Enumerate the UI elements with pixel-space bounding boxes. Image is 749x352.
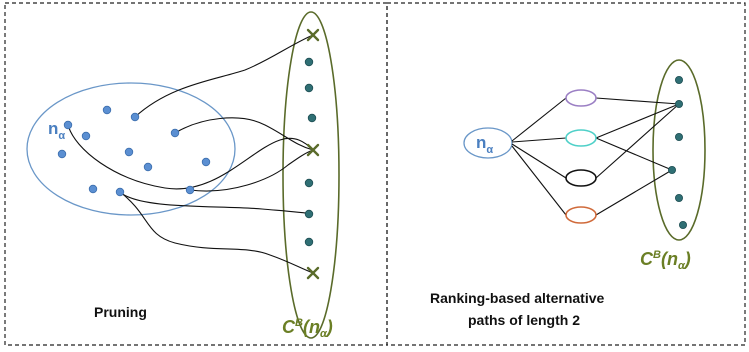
candidate-node	[668, 165, 677, 174]
right-panel-caption-line2: paths of length 2	[468, 312, 580, 328]
source-node	[115, 187, 125, 197]
pruning-link	[189, 149, 314, 192]
pruning-link	[174, 117, 314, 151]
source-node	[57, 149, 67, 159]
source-node	[88, 184, 98, 194]
left-panel-caption: Pruning	[94, 304, 147, 320]
path-link	[595, 169, 673, 216]
candidate-node	[675, 193, 684, 202]
left-panel: nα CB(nα) Pruning	[26, 11, 340, 340]
intermediate-node-purple	[565, 89, 597, 107]
pruned-cross-icon	[306, 266, 320, 280]
source-node	[130, 112, 140, 122]
candidate-node	[675, 132, 684, 141]
source-node	[124, 147, 134, 157]
right-source-node-label: nα	[476, 133, 493, 156]
pruning-link	[119, 191, 314, 215]
right-source-node-ellipse	[463, 127, 513, 159]
intermediate-node-black	[565, 169, 597, 187]
path-link	[511, 145, 567, 216]
pruning-link	[119, 191, 314, 274]
path-link	[595, 137, 673, 171]
left-source-node-label: nα	[48, 119, 65, 142]
path-link	[595, 103, 680, 179]
source-node	[185, 185, 195, 195]
source-set-ellipse	[26, 82, 236, 216]
pruned-cross-icon	[306, 143, 320, 157]
left-candidate-set-ellipse	[282, 11, 340, 339]
source-node	[170, 128, 180, 138]
right-panel-frame	[386, 2, 746, 346]
candidate-node	[307, 113, 317, 123]
right-candidate-set-label: CB(nα)	[640, 249, 691, 272]
source-node	[143, 162, 153, 172]
intermediate-node-orange	[565, 206, 597, 224]
source-node	[102, 105, 112, 115]
intermediate-node-cyan	[565, 129, 597, 147]
candidate-node	[675, 76, 684, 85]
pruning-link	[134, 34, 314, 118]
path-link	[511, 143, 567, 179]
source-node	[81, 131, 91, 141]
path-link	[595, 103, 680, 139]
source-node	[63, 120, 73, 130]
candidate-node	[304, 83, 314, 93]
source-node	[201, 157, 211, 167]
candidate-node	[679, 220, 688, 229]
path-link	[511, 137, 567, 143]
candidate-node	[304, 209, 314, 219]
right-panel-caption-line1: Ranking-based alternative	[430, 290, 604, 306]
left-candidate-set-label: CB(nα)	[282, 317, 333, 340]
path-link	[595, 97, 680, 105]
candidate-node	[304, 237, 314, 247]
candidate-node	[304, 178, 314, 188]
candidate-node	[675, 100, 684, 109]
pruning-link	[67, 124, 314, 190]
right-candidate-set-ellipse	[652, 59, 706, 241]
candidate-node	[304, 57, 314, 67]
pruned-cross-icon	[306, 28, 320, 42]
right-panel: nα CB(nα) Ranking-based alternative path…	[430, 59, 706, 328]
path-link	[511, 97, 567, 142]
